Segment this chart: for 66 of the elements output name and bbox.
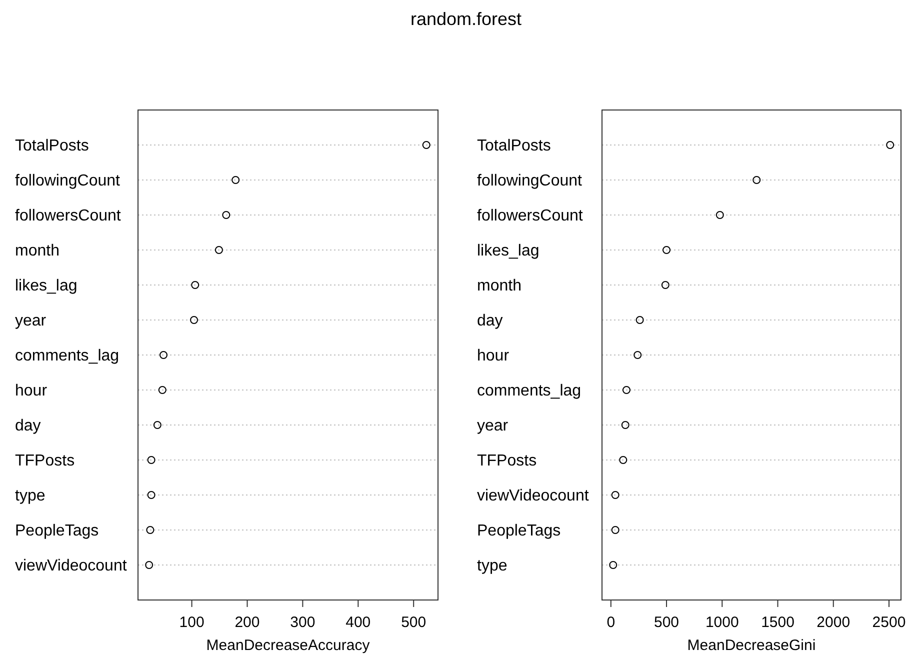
y-tick-label: TFPosts: [15, 452, 75, 470]
y-tick-label: TotalPosts: [15, 138, 89, 155]
point: [752, 176, 761, 184]
y-tick-label: comments_lag: [15, 348, 120, 365]
x-tick-label: 0: [606, 614, 616, 631]
point: [222, 211, 230, 219]
point: [146, 526, 154, 534]
point: [147, 456, 156, 464]
point: [160, 351, 168, 359]
x-tick-label: 500: [654, 614, 680, 631]
point: [636, 316, 644, 324]
y-tick-label: type: [477, 558, 508, 575]
y-tick-label: viewVideocount: [15, 558, 128, 575]
point: [422, 141, 430, 149]
x-axis-title: MeanDecreaseGini: [687, 637, 816, 654]
x-tick-label: 400: [346, 614, 371, 631]
x-tick-label: 200: [234, 614, 260, 631]
x-tick-label: 2500: [872, 614, 906, 631]
point: [611, 526, 620, 534]
y-tick-label: month: [15, 242, 60, 260]
y-tick-label: day: [477, 312, 503, 330]
point: [662, 246, 671, 254]
x-tick-label: 100: [179, 614, 204, 631]
y-tick-label: PeopleTags: [15, 522, 99, 540]
point: [622, 386, 630, 394]
y-tick-label: followersCount: [477, 208, 584, 225]
point: [619, 456, 628, 464]
point: [232, 176, 240, 184]
point: [145, 561, 154, 569]
point: [634, 351, 642, 359]
y-tick-label: day: [15, 418, 41, 435]
x-tick-label: 1500: [761, 614, 794, 631]
point: [153, 421, 162, 429]
point: [886, 141, 894, 149]
x-tick-label: 500: [401, 614, 426, 631]
y-tick-label: likes_lag: [477, 242, 540, 260]
y-tick-label: hour: [15, 382, 48, 400]
y-tick-label: followersCount: [15, 208, 122, 225]
y-tick-label: month: [477, 278, 522, 295]
x-axis-title: MeanDecreaseAccuracy: [206, 637, 370, 654]
point: [190, 316, 198, 324]
point: [611, 491, 620, 499]
y-tick-label: type: [15, 488, 46, 505]
y-tick-label: comments_lag: [477, 382, 582, 400]
point: [158, 386, 166, 394]
y-tick-label: viewVideocount: [477, 488, 590, 505]
x-tick-label: 300: [290, 614, 316, 631]
point: [661, 281, 670, 289]
point: [191, 281, 200, 289]
y-tick-label: TFPosts: [477, 452, 537, 470]
y-tick-label: year: [15, 312, 47, 330]
y-tick-label: TotalPosts: [477, 138, 551, 155]
y-tick-label: PeopleTags: [477, 522, 561, 540]
y-tick-label: followingCount: [477, 172, 583, 190]
y-tick-label: hour: [477, 348, 510, 365]
point: [214, 246, 223, 254]
x-tick-label: 2000: [816, 614, 850, 631]
chart-title: random.forest: [410, 9, 522, 29]
y-tick-label: followingCount: [15, 172, 121, 190]
x-tick-label: 1000: [705, 614, 739, 631]
point: [147, 491, 156, 499]
y-tick-label: year: [477, 418, 509, 435]
point: [621, 421, 630, 429]
y-tick-label: likes_lag: [15, 278, 78, 295]
point: [716, 211, 724, 219]
point: [609, 561, 618, 569]
